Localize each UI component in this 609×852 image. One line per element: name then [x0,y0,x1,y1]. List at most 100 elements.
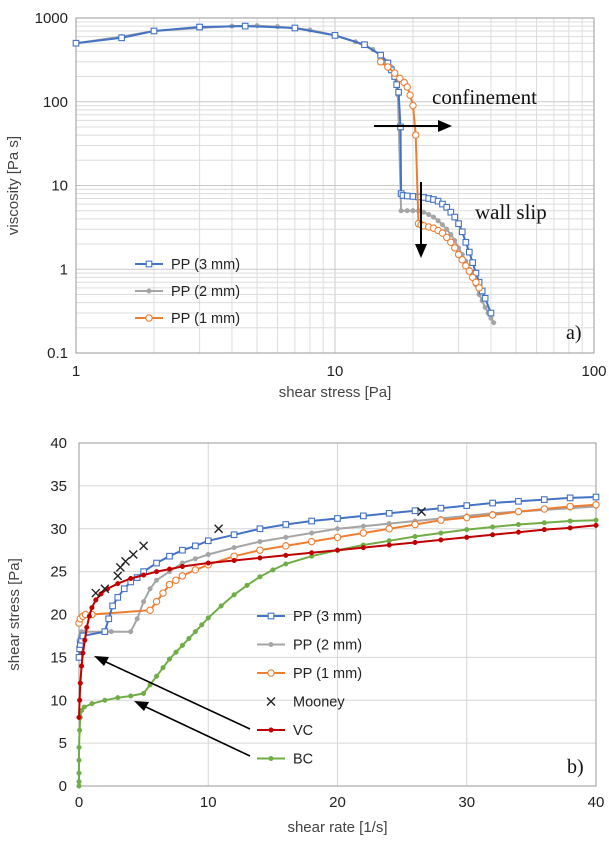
data-point [178,572,187,580]
x-tick-label: 20 [329,794,346,811]
data-point [108,629,114,635]
data-point [490,532,496,538]
data-point [481,294,489,302]
data-point [566,494,574,502]
x-tick-label: 0 [75,794,83,811]
panel-label: b) [567,756,584,778]
data-point [409,193,417,200]
data-point [80,650,86,656]
data-point [398,208,404,214]
data-point [204,537,212,545]
legend: PP (3 mm) PP (2 mm) PP (1 mm) Mooney VC BC [257,609,362,768]
data-point [77,680,83,686]
data-point [360,545,366,551]
data-point [454,250,463,259]
data-point [438,229,447,237]
legend-label: BC [293,752,313,768]
data-point [451,213,459,221]
legend-marker [268,727,274,733]
data-point [386,538,392,544]
arrow-vc-shaft [105,661,251,730]
data-point [165,580,174,589]
panel-label: a) [566,322,582,344]
data-point [101,628,109,636]
y-tick-label: 40 [50,435,67,452]
y-tick-label: 35 [50,478,67,495]
data-point [89,701,95,707]
x-tick-label: 1 [72,363,80,380]
arrow-bc-head [134,701,149,711]
data-point [257,574,263,580]
data-point [540,496,548,503]
data-point [438,530,444,536]
data-point [282,521,290,528]
grid [75,18,594,354]
series-pp-1-mm [75,500,600,627]
data-point [79,663,85,669]
x-tick-label: 40 [588,794,605,811]
data-point [205,551,211,558]
data-point [109,602,116,610]
data-point [426,211,432,218]
data-point [444,226,450,232]
data-point [308,517,316,525]
x-tick-label: 30 [458,794,475,811]
data-point [489,499,496,507]
data-point [487,309,495,317]
data-point [488,511,497,519]
data-point [154,569,160,575]
data-point [514,507,523,516]
data-point [192,556,198,562]
data-point [231,545,237,551]
data-point [490,524,496,530]
data-point [437,516,445,524]
y-tick-label: 100 [43,94,68,111]
data-point [451,244,459,252]
data-point [118,34,125,42]
data-point [472,278,480,286]
data-point [475,284,483,292]
data-point [153,559,160,567]
series-pp-2-mm [73,23,497,326]
data-point [385,509,393,517]
annotation-confinement: confinement [432,85,537,109]
legend-marker [145,314,153,322]
legend-marker [267,669,275,677]
data-point [390,69,399,77]
data-point [105,615,113,623]
data-point [592,500,600,509]
data-point [384,63,392,71]
data-point [593,522,599,528]
data-point [141,690,147,696]
data-point [166,552,173,560]
data-point [409,101,417,110]
data-point [81,704,87,710]
data-point [412,533,418,540]
data-point [86,613,92,619]
data-point [541,527,547,533]
data-point [334,547,341,553]
data-point [173,649,179,655]
y-tick-label: 0.1 [47,345,68,362]
data-point [139,541,149,551]
data-point [403,192,411,200]
series-line [78,503,597,624]
data-point [115,695,121,701]
data-point [159,589,167,597]
data-point [114,594,122,601]
data-point [121,556,131,566]
data-point [77,697,83,703]
data-point [270,567,276,573]
data-point [412,539,418,546]
data-point [179,546,186,554]
data-point [283,534,289,540]
legend-label: PP (2 mm) [171,284,240,300]
data-point [411,507,419,515]
legend-marker [145,260,153,268]
data-point [166,656,173,662]
data-point [333,533,342,542]
data-point [76,714,82,720]
data-point [283,561,289,567]
data-point [515,521,522,528]
